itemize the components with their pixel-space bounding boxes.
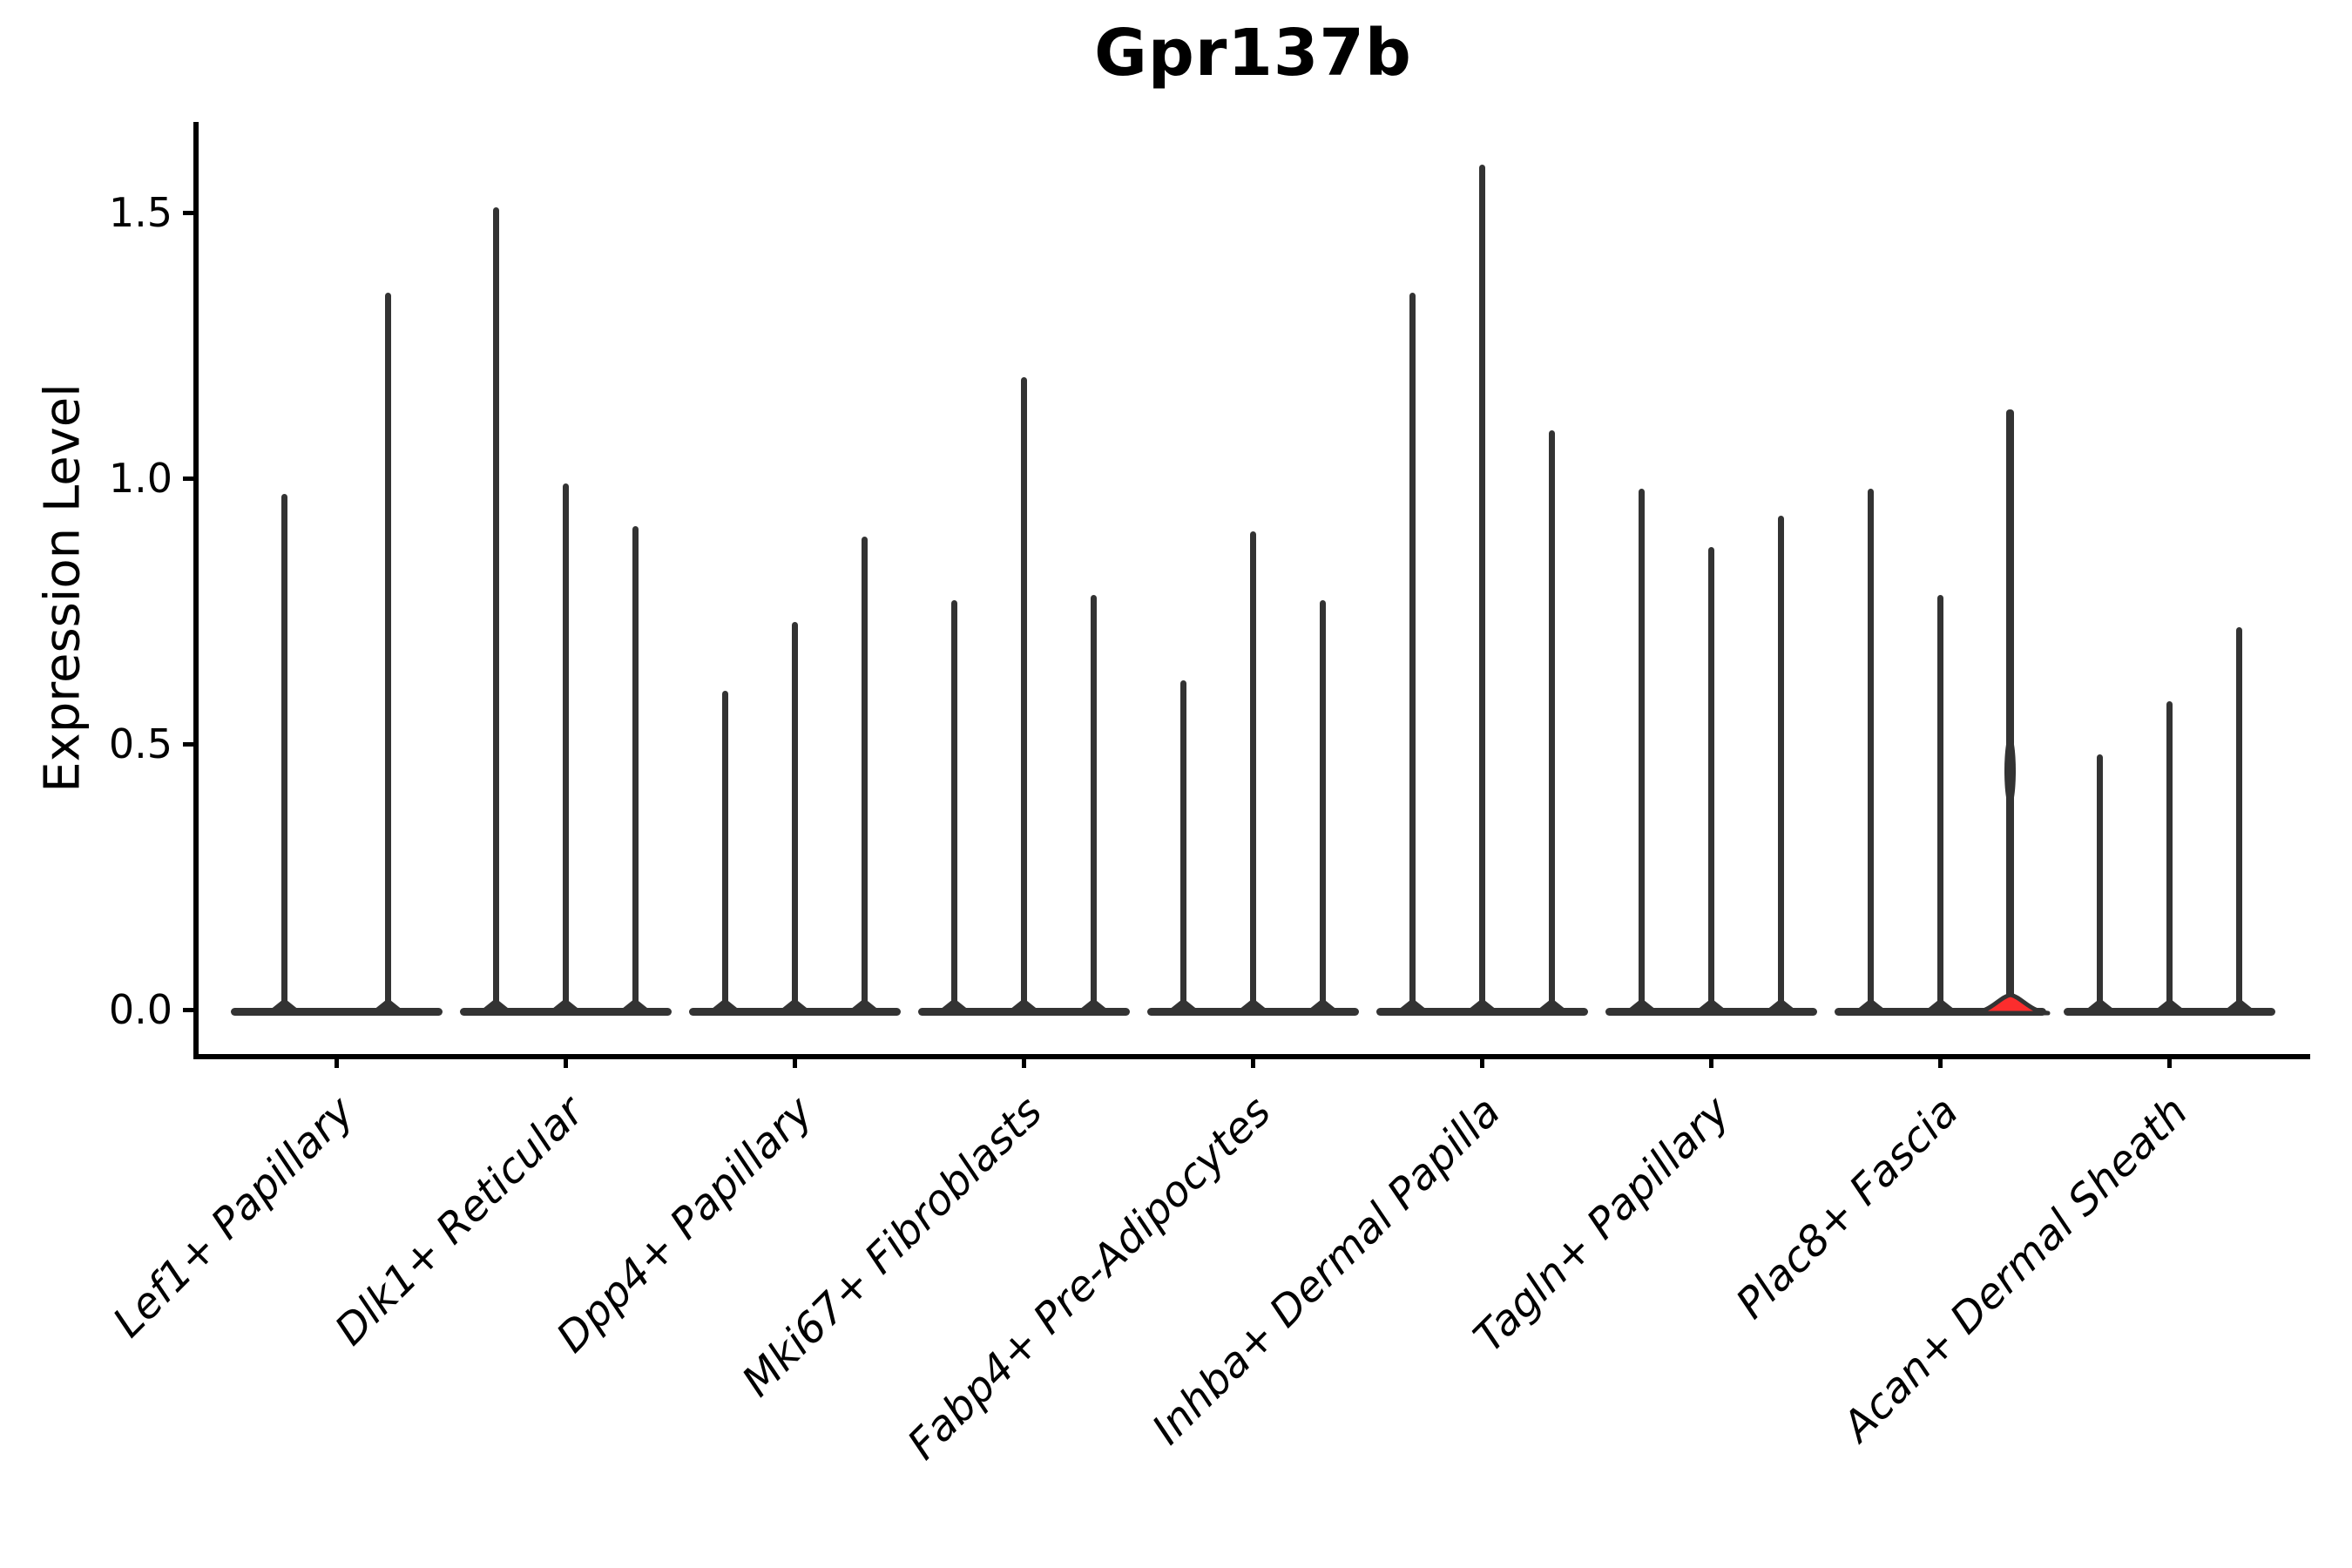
violin-spike [1708, 547, 1715, 1013]
y-tick-label: 1.0 [108, 455, 172, 502]
x-tick-label: Dlk1+ Reticular [325, 1087, 593, 1355]
violin-spike [2166, 701, 2173, 1013]
x-tick-label: Lef1+ Papillary [104, 1087, 364, 1348]
violin-flare [1538, 998, 1565, 1009]
violin-flare [1767, 998, 1794, 1009]
violin-flare [1698, 998, 1725, 1009]
y-tick [183, 476, 196, 481]
chart-title: Gpr137b [1094, 16, 1412, 91]
violin-flare [2226, 998, 2253, 1009]
violin-flare [622, 998, 649, 1009]
violin-flare [271, 998, 298, 1009]
y-tick [183, 210, 196, 215]
violin-flare [1309, 998, 1336, 1009]
y-tick-label: 1.5 [108, 189, 172, 236]
violin-spike [861, 537, 868, 1013]
x-tick [1250, 1054, 1255, 1068]
y-tick-label: 0.5 [108, 720, 172, 767]
x-tick-label: Dpp4+ Papillary [547, 1087, 822, 1362]
violin-spike [1020, 377, 1027, 1013]
violin-spike [1179, 679, 1186, 1013]
violin-flare [1240, 998, 1267, 1009]
violin-spike [1937, 595, 1944, 1013]
x-tick [334, 1054, 339, 1068]
y-axis-spine [193, 122, 199, 1059]
x-tick [1938, 1054, 1943, 1068]
violin-spike [1778, 515, 1785, 1013]
violin-bulge [2004, 733, 2017, 808]
violin-flare [1628, 998, 1655, 1009]
violin-spike-highlighted [2006, 409, 2015, 1013]
x-tick [1021, 1054, 1026, 1068]
violin-flare [2086, 998, 2113, 1009]
violin-flare [1857, 998, 1884, 1009]
y-tick-label: 0.0 [108, 986, 172, 1033]
violin-flare [1469, 998, 1496, 1009]
violin-baseline [230, 1008, 443, 1016]
x-tick [563, 1054, 568, 1068]
violin-flare [1080, 998, 1107, 1009]
x-tick [2167, 1054, 2173, 1068]
violin-flare [851, 998, 878, 1009]
violin-spike [632, 525, 639, 1013]
violin-spike [562, 483, 569, 1013]
violin-spike [385, 292, 391, 1013]
x-tick [1480, 1054, 1484, 1068]
x-tick-label: Plac8+ Fascia [1727, 1087, 1969, 1328]
violin-flare [2156, 998, 2183, 1009]
violin-spike [492, 206, 499, 1013]
violin-spike [1479, 165, 1485, 1013]
violin-spike [950, 600, 957, 1013]
violin-flare [941, 998, 968, 1009]
violin-spike [1409, 292, 1416, 1013]
violin-spike [2097, 754, 2104, 1013]
violin-flare [552, 998, 579, 1009]
violin-spike [1549, 430, 1555, 1013]
violin-flare [781, 998, 808, 1009]
violin-spike [791, 621, 798, 1013]
violin-flare [1010, 998, 1037, 1009]
violin-flare [1170, 998, 1197, 1009]
violin-spike [281, 494, 287, 1013]
violin-flare [1399, 998, 1426, 1009]
violin-flare [1927, 998, 1954, 1009]
violin-spike [1868, 489, 1875, 1013]
y-tick [183, 741, 196, 747]
x-tick [1709, 1054, 1714, 1068]
violin-flare [712, 998, 739, 1009]
y-tick [183, 1007, 196, 1012]
x-tick [792, 1054, 797, 1068]
violin-spike [1319, 600, 1326, 1013]
violin-spike [1639, 489, 1646, 1013]
violin-flare [375, 998, 402, 1009]
violin-flare [483, 998, 510, 1009]
x-tick-label: Tagln+ Papillary [1463, 1087, 1740, 1362]
violin-spike [2236, 626, 2243, 1013]
violin-spike [1249, 531, 1256, 1013]
violin-spike [1090, 595, 1097, 1013]
highlight-violin-body [1970, 992, 2051, 1016]
x-tick-label: Fabp4+ Pre-Adipocytes [898, 1087, 1281, 1470]
violin-spike [721, 691, 728, 1013]
